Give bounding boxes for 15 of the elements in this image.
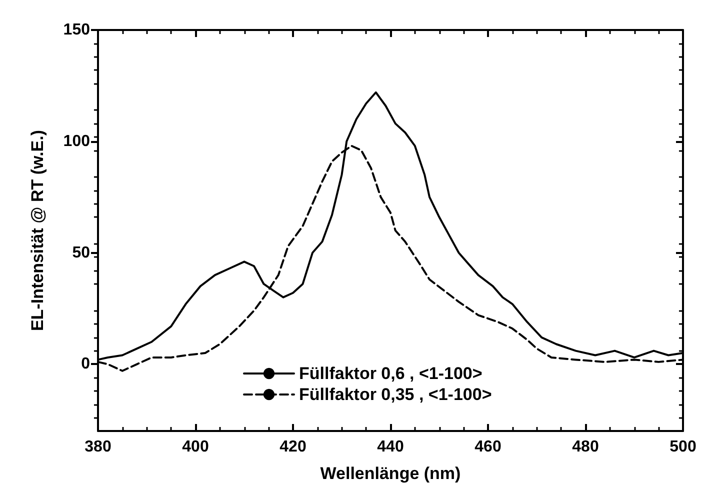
y-tick-label: 100	[63, 132, 90, 150]
x-axis-title: Wellenlänge (nm)	[320, 464, 461, 483]
x-tick-label: 380	[84, 438, 112, 456]
legend-label: Füllfaktor 0,35 , <1-100>	[299, 385, 492, 404]
y-tick-label: 50	[72, 244, 90, 262]
y-tick-label: 150	[63, 22, 90, 38]
x-tick-label: 480	[572, 438, 599, 456]
x-tick-label: 460	[474, 438, 502, 456]
y-axis-title: EL-Intensität @ RT (w.E.)	[28, 130, 47, 332]
legend-label: Füllfaktor 0,6 , <1-100>	[299, 364, 482, 383]
y-tick-label: 0	[81, 356, 90, 373]
x-tick-label: 440	[377, 438, 404, 456]
x-tick-label: 400	[182, 438, 209, 456]
x-tick-label: 500	[670, 438, 696, 456]
x-tick-label: 420	[280, 438, 306, 456]
